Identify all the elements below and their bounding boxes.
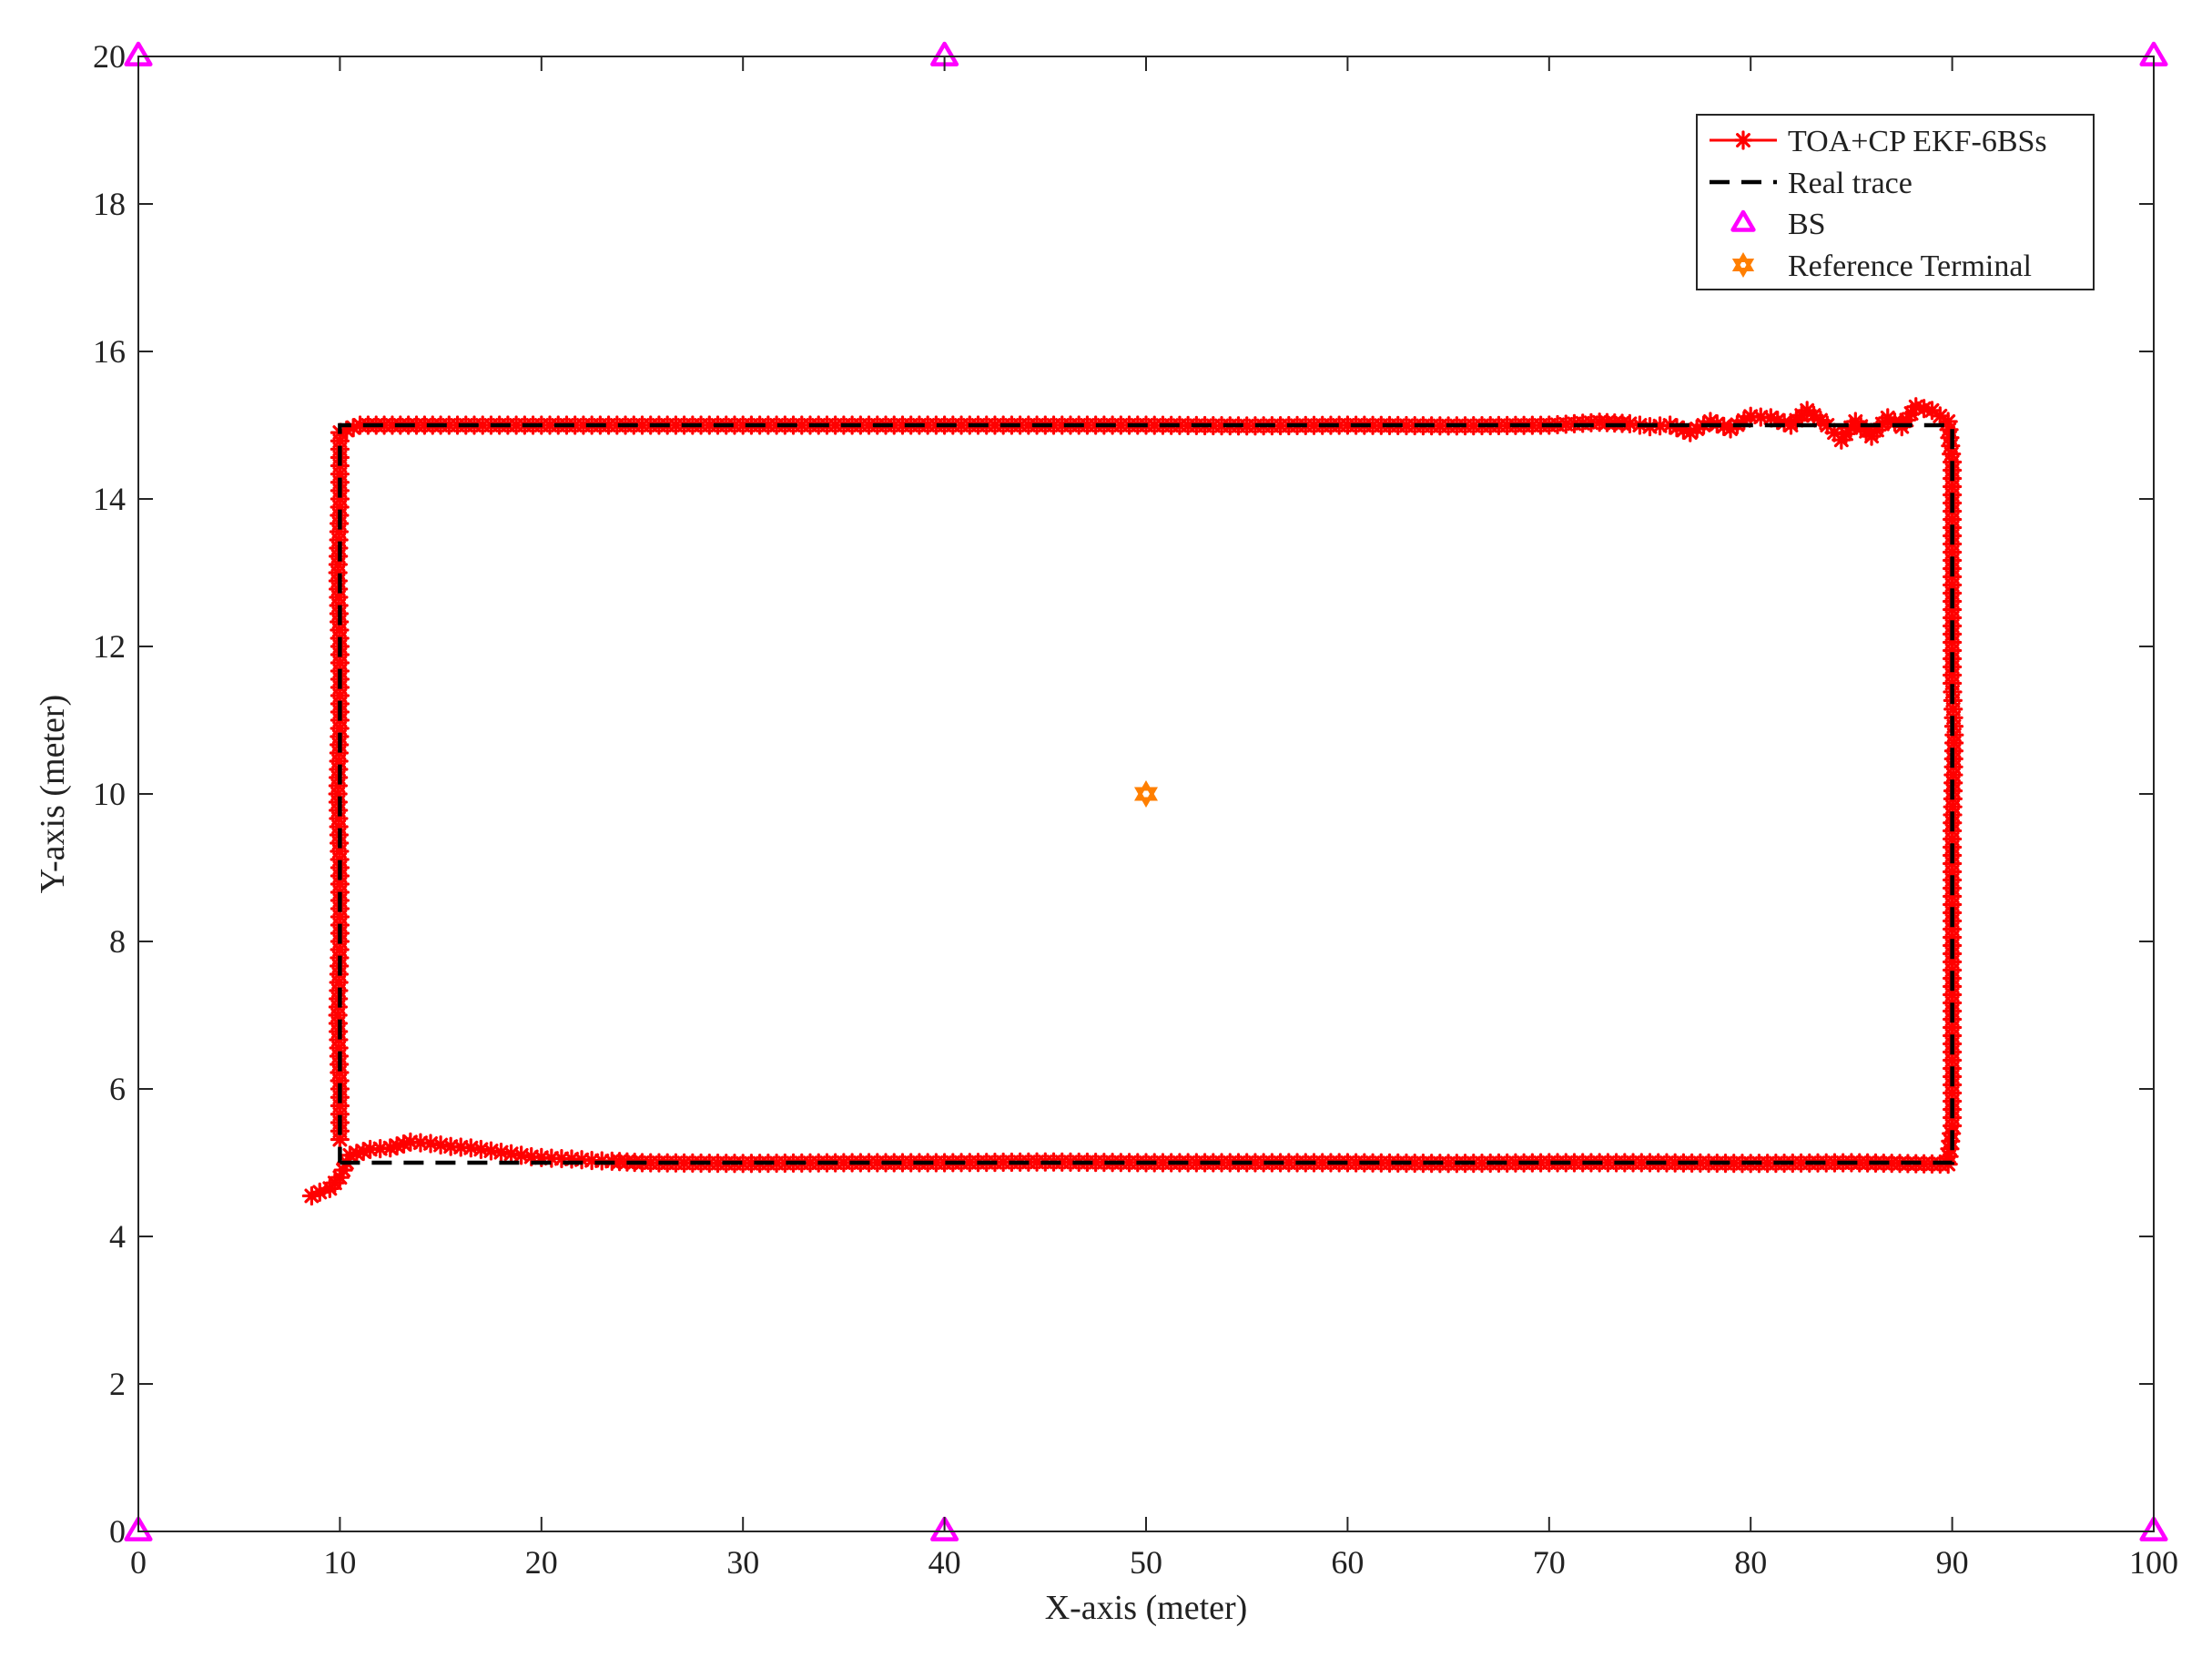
y-tick-label: 16 [93, 333, 126, 370]
y-tick-label: 4 [109, 1218, 126, 1255]
legend: TOA+CP EKF-6BSs Real trace BS Reference Ter… [1696, 114, 2095, 290]
y-tick-label: 2 [109, 1366, 126, 1402]
axis-ticks: 0 10 20 30 40 50 60 70 80 90 100 0 2 4 6 8 10 12 14 16 18 20 [93, 38, 2178, 1581]
legend-box [1696, 114, 2095, 290]
y-tick-label: 12 [93, 628, 126, 665]
estimated-trace-line [310, 405, 1956, 1197]
y-tick-label: 0 [109, 1513, 126, 1550]
estimate-point [330, 1129, 350, 1150]
bs-marker [930, 1516, 959, 1541]
x-tick-label: 80 [1734, 1544, 1767, 1581]
plot-traces [124, 41, 2168, 1541]
legend-label: Real trace [1788, 167, 1913, 200]
real-trace-line [338, 422, 1954, 1165]
x-tick-label: 90 [1936, 1544, 1969, 1581]
legend-label: BS [1788, 208, 1826, 241]
x-tick-label: 10 [323, 1544, 356, 1581]
y-tick-label: 18 [93, 186, 126, 222]
x-tick-label: 70 [1533, 1544, 1566, 1581]
legend-reference-marker [1731, 252, 1755, 278]
legend-bs-marker [1730, 209, 1756, 232]
estimated-trace-markers [301, 397, 1964, 1206]
reference-terminal-marker [1134, 779, 1158, 809]
x-tick-label: 20 [525, 1544, 558, 1581]
x-axis-label: X-axis (meter) [1045, 1589, 1248, 1627]
bs-marker [2139, 1516, 2168, 1541]
bs-marker [124, 1516, 153, 1541]
x-tick-label: 40 [928, 1544, 961, 1581]
x-tick-label: 50 [1130, 1544, 1162, 1581]
legend-label: TOA+CP EKF-6BSs [1788, 125, 2047, 158]
y-axis-label: Y-axis (meter) [34, 695, 72, 893]
x-tick-label: 100 [2129, 1544, 2178, 1581]
x-tick-label: 30 [726, 1544, 759, 1581]
x-tick-label: 0 [130, 1544, 147, 1581]
y-tick-label: 20 [93, 38, 126, 75]
legend-estimate-marker [1733, 130, 1753, 150]
legend-label: Reference Terminal [1788, 249, 2032, 283]
y-tick-label: 10 [93, 776, 126, 812]
y-tick-label: 8 [109, 923, 126, 960]
y-tick-label: 6 [109, 1071, 126, 1107]
x-tick-label: 60 [1331, 1544, 1364, 1581]
y-tick-label: 14 [93, 481, 126, 517]
